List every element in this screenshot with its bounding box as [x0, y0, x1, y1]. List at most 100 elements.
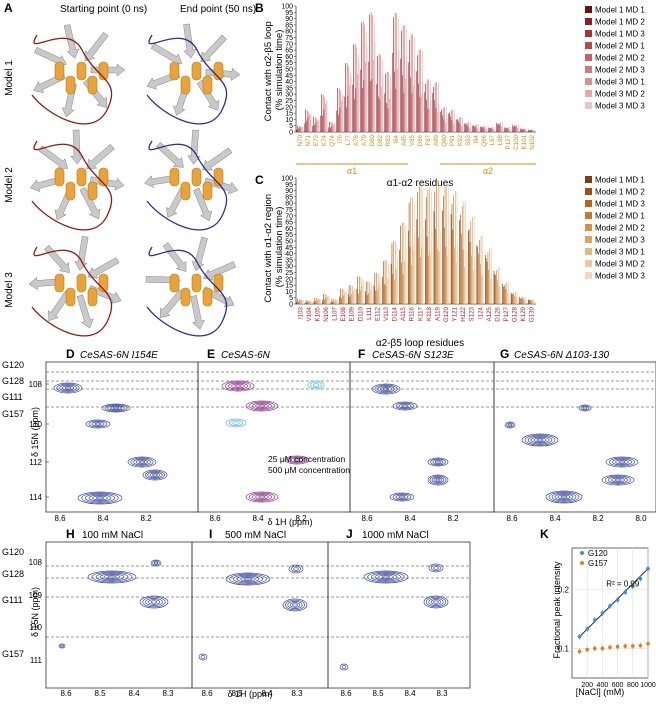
protein-model-3-start — [28, 235, 122, 337]
bar — [340, 288, 341, 304]
bar — [339, 296, 340, 304]
x-tick-label: 8.3 — [162, 689, 174, 698]
bar — [413, 37, 415, 132]
bar — [357, 54, 359, 132]
bar — [463, 201, 465, 304]
bar — [506, 127, 508, 132]
nmr-peak-contour — [95, 572, 129, 582]
bar — [412, 250, 414, 304]
category-label: S123 — [469, 306, 476, 321]
nmr-peak-contour — [92, 495, 108, 501]
legend-swatch — [585, 248, 592, 255]
bar — [334, 301, 335, 304]
bar — [314, 297, 316, 304]
legend-swatch — [585, 90, 592, 97]
bar — [497, 124, 498, 132]
bar — [510, 292, 512, 304]
nmr-peak-contour — [127, 456, 157, 468]
bar — [428, 255, 430, 304]
bar — [501, 121, 503, 132]
bar — [498, 286, 500, 304]
legend-swatch — [585, 272, 592, 279]
x-tick-label: 8.0 — [635, 514, 647, 523]
bar — [477, 124, 479, 132]
bar — [346, 291, 347, 304]
bar — [317, 120, 318, 132]
bar — [317, 298, 319, 304]
bar — [349, 85, 350, 132]
bar — [381, 86, 382, 132]
bar — [494, 274, 496, 304]
nmr-peak-contour — [88, 420, 108, 428]
nmr-frame — [45, 361, 199, 513]
category-label: L107 — [332, 306, 339, 320]
nmr-peak-contour — [284, 455, 310, 465]
bar — [455, 262, 457, 304]
beta-sheet — [79, 187, 101, 220]
bar — [421, 247, 423, 304]
bar — [347, 95, 349, 132]
loop-region — [146, 140, 228, 231]
category-label: G120 — [443, 306, 450, 322]
x-tick-label: 8.5 — [94, 689, 106, 698]
bar — [353, 287, 355, 304]
bar — [459, 123, 461, 132]
bar — [304, 123, 306, 132]
bar — [323, 299, 325, 304]
bar — [377, 273, 379, 304]
conc-500-label: 500 μM concentration — [268, 465, 350, 475]
bar — [334, 123, 336, 132]
legend-swatch — [585, 224, 592, 231]
nmr-peak-contour — [228, 382, 248, 390]
bar — [441, 109, 442, 132]
bar — [448, 236, 450, 304]
nmr-peak-contour — [221, 380, 255, 392]
bar — [521, 297, 522, 304]
alpha-helix — [202, 287, 213, 307]
b-xlabel: α1-α2 residues — [387, 178, 454, 189]
bar — [508, 281, 509, 304]
bar — [377, 290, 378, 304]
bar — [450, 214, 452, 304]
x-tick-label: 1000 — [640, 682, 656, 689]
bar — [433, 86, 434, 132]
bar — [421, 94, 422, 132]
nmr-peak-contour — [504, 421, 516, 429]
bar — [480, 235, 482, 304]
bar — [318, 118, 320, 132]
nmr-peak-contour — [374, 573, 398, 581]
bar — [442, 210, 443, 304]
bar — [422, 188, 424, 304]
alpha-helix — [180, 181, 191, 201]
bar — [425, 197, 427, 304]
nmr-peak-contour — [363, 570, 409, 584]
x-tick-label: 400 — [597, 682, 609, 689]
bar — [493, 270, 495, 304]
bar — [498, 123, 500, 132]
bar — [302, 300, 304, 304]
y-tick-label: 80 — [285, 201, 293, 208]
nmr-peak-contour — [58, 643, 66, 649]
protein-model-1-end — [146, 23, 241, 125]
bar — [395, 88, 397, 132]
nmr-peak-contour — [142, 596, 166, 608]
bar — [327, 296, 328, 304]
data-point-g157 — [585, 647, 589, 652]
nmr-peak-contour — [341, 665, 347, 669]
nmr-peak-contour — [605, 456, 639, 468]
nmr-peak-contour — [59, 384, 77, 392]
category-label: E108 — [340, 306, 347, 321]
x-tick-label: 8.4 — [404, 689, 416, 698]
nmr-frame — [197, 361, 351, 513]
nmr-peak-contour — [611, 477, 625, 483]
y-tick-label: 100 — [281, 176, 293, 183]
bar — [326, 294, 328, 304]
bar — [382, 75, 384, 132]
category-label: K129 — [520, 306, 527, 321]
bar — [322, 95, 324, 132]
legend-label: Model 3 MD 3 — [595, 102, 645, 111]
bar — [431, 233, 433, 304]
bar — [490, 128, 491, 132]
bar — [480, 126, 482, 132]
bar — [497, 280, 498, 304]
